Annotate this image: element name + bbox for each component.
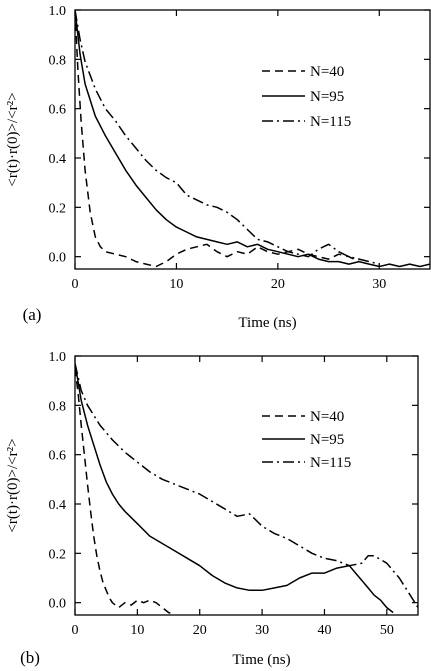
x-tick-label: 20 [271,277,285,292]
series-line-n-115 [75,10,380,265]
x-axis-title: Time (ns) [232,652,290,668]
legend-label: N=115 [310,114,351,130]
y-tick-label: 1.0 [49,350,67,365]
x-tick-label: 0 [72,277,79,292]
y-tick-label: 0.2 [49,201,67,216]
y-tick-label: 0.0 [49,251,67,266]
y-tick-label: 0.6 [49,449,67,464]
series-line-n-40 [75,10,360,268]
x-axis-title: Time (ns) [238,315,296,331]
y-tick-label: 1.0 [49,4,67,19]
x-tick-label: 10 [169,277,183,292]
y-tick-label: 0.4 [49,152,67,167]
x-tick-label: 30 [255,623,269,638]
y-tick-label: 0.0 [49,597,67,612]
y-tick-label: 0.6 [49,103,67,118]
x-tick-label: 20 [193,623,207,638]
y-tick-label: 0.8 [49,53,67,68]
legend-label: N=40 [310,64,344,80]
series-line-n-95 [75,363,394,614]
y-axis-title: <r(t)·r(0)>/<r²> [5,92,21,186]
legend-label: N=95 [310,432,344,448]
y-axis-title: <r(t)·r(0)>/<r²> [5,438,21,532]
legend-label: N=40 [310,409,344,425]
x-tick-label: 10 [130,623,144,638]
x-tick-label: 30 [372,277,386,292]
y-tick-label: 0.2 [49,547,67,562]
plot-frame [74,9,431,270]
chart-panel-b: 0 10 20 30 40 50 0.0 0.2 0.4 0.6 0.8 1.0 Time (ns) <r… [5,350,419,668]
series-line-n-115 [75,363,418,608]
x-tick-label: 40 [317,623,331,638]
x-tick-label: 0 [72,623,79,638]
plot-frame [74,355,419,616]
chart-panel-a: 0 10 20 30 0.0 0.2 0.4 0.6 0.8 1.0 Time (ns) <r(t)·… [5,4,431,331]
y-tick-label: 0.4 [49,498,67,513]
series-line-n-40 [75,368,176,615]
panel-label: (a) [23,305,42,324]
legend-label: N=95 [310,89,344,105]
panel-label: (b) [20,648,40,667]
y-tick-label: 0.8 [49,399,67,414]
x-tick-label: 50 [380,623,394,638]
legend-label: N=115 [310,455,351,471]
series-line-n-95 [75,10,430,268]
